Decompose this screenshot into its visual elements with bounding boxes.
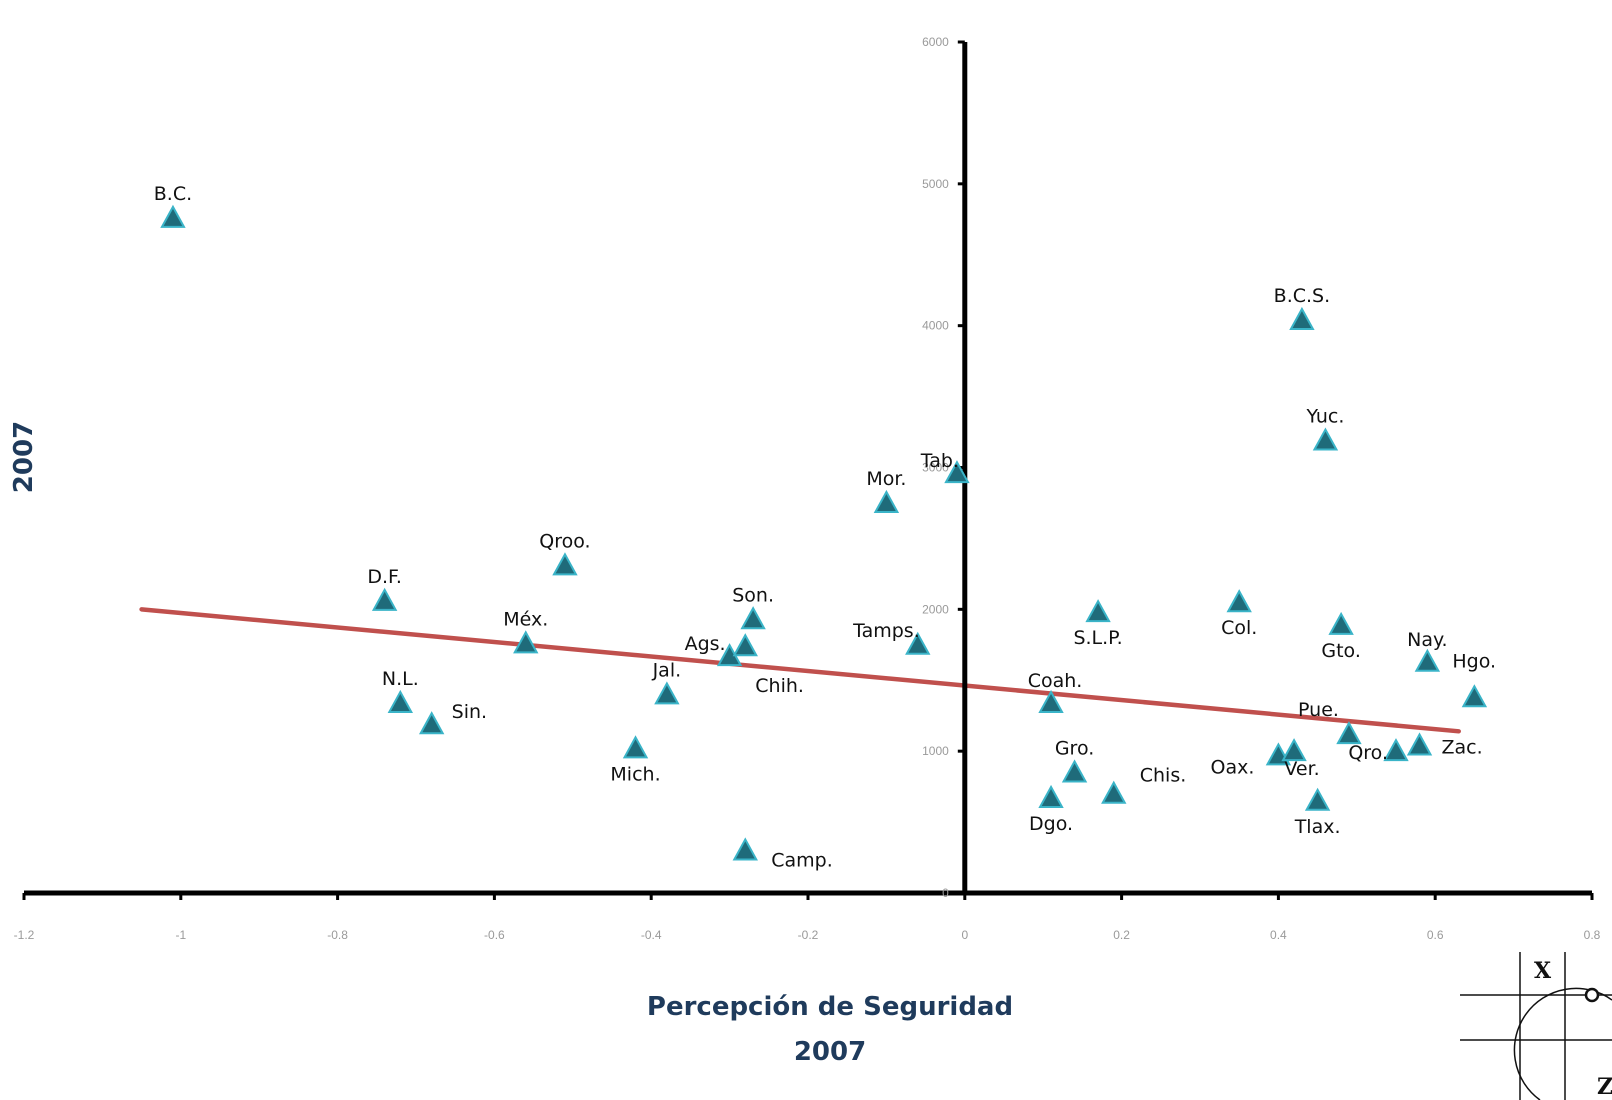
- data-point-marker: [1038, 689, 1064, 713]
- data-point-label: Chis.: [1140, 765, 1187, 787]
- y-tick-label: 6000: [922, 35, 949, 49]
- data-point-label: Qroo.: [539, 530, 590, 552]
- data-point-marker: [944, 460, 970, 484]
- x-tick-label: -0.6: [484, 928, 505, 942]
- axes: [24, 42, 1592, 896]
- data-point-marker: [160, 204, 186, 228]
- logo-letter-x: X: [1534, 958, 1552, 984]
- data-point-label: Hgo.: [1452, 650, 1496, 672]
- data-point-label: Zac.: [1442, 736, 1483, 758]
- data-markers: [160, 204, 1488, 861]
- data-point-label: Tab.: [920, 450, 959, 472]
- data-point-marker: [1281, 738, 1307, 762]
- data-point-marker: [905, 631, 931, 655]
- data-point-marker: [740, 606, 766, 630]
- x-tick-label: -1: [175, 928, 186, 942]
- data-point-label: Tamps.: [852, 620, 920, 642]
- y-tick-label: 2000: [922, 602, 949, 616]
- x-tick-label: 0: [961, 928, 968, 942]
- data-point-marker: [1226, 589, 1252, 613]
- data-point-label: Mor.: [866, 468, 906, 490]
- data-point-label: Coah.: [1028, 670, 1083, 692]
- y-tick-label: 0: [942, 886, 949, 900]
- y-axis-title: 2007: [9, 421, 39, 493]
- y-tick-label: 5000: [922, 177, 949, 191]
- y-tick-label: 3000: [922, 461, 949, 475]
- trendline-layer: [139, 607, 1461, 734]
- data-point-label: Jal.: [652, 659, 682, 681]
- data-point-marker: [1038, 784, 1064, 808]
- data-point-marker: [732, 837, 758, 861]
- data-point-label: N.L.: [382, 668, 419, 690]
- x-tick-label: -0.4: [641, 928, 662, 942]
- x-tick-label: -1.2: [14, 928, 35, 942]
- x-tick-label: 0.6: [1427, 928, 1444, 942]
- data-point-label: Yuc.: [1305, 406, 1344, 428]
- x-tick-label: -0.8: [327, 928, 348, 942]
- x-tick-label: 0.8: [1584, 928, 1601, 942]
- data-point-label: Ver.: [1284, 758, 1319, 780]
- data-point-marker: [1304, 787, 1331, 811]
- x-axis-title-line-1: Percepción de Seguridad: [647, 992, 1013, 1022]
- data-point-marker: [654, 681, 680, 705]
- tick-labels: -1.2 -1 -0.8 -0.6 -0.4 -0.2 0 0.2 0.4 0.6 0.8 0 1000…: [14, 35, 1601, 942]
- data-point-label: Mich.: [610, 763, 660, 785]
- data-point-marker: [873, 489, 900, 513]
- data-labels: B.C. B.C.S. Yuc. Tab. Mor. Qroo. D.F. Col. S.L.P…: [154, 183, 1496, 872]
- data-point-marker: [552, 552, 578, 576]
- data-point-marker: [513, 630, 539, 654]
- data-point-marker: [1461, 684, 1488, 708]
- data-point-marker: [732, 633, 758, 657]
- data-point-label: Col.: [1221, 617, 1257, 639]
- x-tick-label: 0.2: [1113, 928, 1130, 942]
- logo-circle-arc: [1513, 987, 1612, 1100]
- data-point-label: Oax.: [1211, 756, 1255, 778]
- data-point-marker: [371, 587, 398, 611]
- data-point-label: Sin.: [452, 701, 487, 723]
- y-tick-label: 4000: [922, 319, 949, 333]
- quadrant-logo: X Z: [1460, 952, 1612, 1100]
- data-point-marker: [1085, 599, 1111, 623]
- data-point-label: Gto.: [1321, 640, 1361, 662]
- logo-origin-dot: [1584, 987, 1600, 1003]
- logo-letter-z: Z: [1597, 1074, 1612, 1100]
- data-point-marker: [1336, 721, 1362, 745]
- data-point-label: Méx.: [503, 608, 548, 630]
- data-point-marker: [387, 689, 414, 713]
- data-point-label: Camp.: [771, 849, 833, 871]
- data-point-label: Chih.: [755, 675, 804, 697]
- data-point-marker: [1061, 759, 1088, 783]
- data-point-label: Dgo.: [1029, 813, 1073, 835]
- data-point-marker: [1406, 732, 1433, 756]
- data-point-marker: [1383, 738, 1409, 762]
- data-point-marker: [1312, 427, 1339, 451]
- x-tick-label: -0.2: [798, 928, 819, 942]
- data-point-label: B.C.: [154, 183, 192, 205]
- data-point-label: Tlax.: [1294, 816, 1341, 838]
- data-point-label: Qro.: [1348, 742, 1388, 764]
- x-tick-label: 0.4: [1270, 928, 1287, 942]
- y-tick-label: 1000: [922, 744, 949, 758]
- data-point-label: B.C.S.: [1274, 285, 1330, 307]
- trendline: [139, 607, 1461, 734]
- data-point-label: Nay.: [1407, 629, 1447, 651]
- data-point-label: Gro.: [1055, 737, 1094, 759]
- data-point-label: S.L.P.: [1073, 627, 1122, 649]
- x-axis-title-line-2: 2007: [794, 1037, 866, 1067]
- data-point-marker: [1328, 611, 1354, 635]
- data-point-marker: [1101, 780, 1127, 804]
- data-point-label: D.F.: [367, 566, 402, 588]
- data-point-marker: [622, 735, 649, 759]
- data-point-label: Ags.: [685, 633, 726, 655]
- data-point-label: Son.: [732, 584, 774, 606]
- data-point-marker: [1414, 648, 1441, 672]
- data-point-marker: [418, 711, 445, 735]
- data-point-marker: [1289, 306, 1315, 330]
- data-point-label: Pue.: [1298, 699, 1339, 721]
